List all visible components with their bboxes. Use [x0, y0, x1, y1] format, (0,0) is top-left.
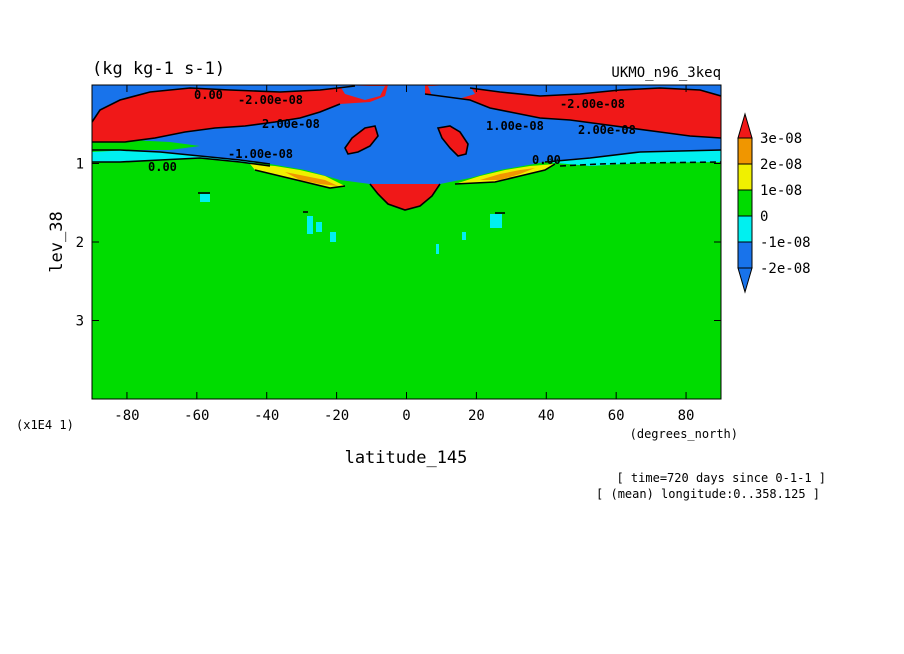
cyan-patch [200, 194, 210, 202]
contour-label: 2.00e-08 [578, 123, 636, 137]
contour-lines [92, 85, 721, 214]
x-tick-label: 40 [538, 408, 555, 424]
x-tick-label: -80 [114, 408, 139, 424]
x-tick-label: -40 [254, 408, 279, 424]
cyan-patch [330, 232, 336, 242]
colorbar-swatch [737, 215, 753, 243]
colorbar-swatch [737, 137, 753, 165]
dataset-label: UKMO_n96_3keq [611, 65, 721, 81]
cyan-patch [316, 222, 322, 232]
green-patch-left [92, 140, 200, 152]
colorbar-label: -1e-08 [760, 235, 811, 251]
x-axis: -80 -60 -40 -20 0 20 40 60 80 [114, 85, 694, 424]
contour-label: -2.00e-08 [560, 97, 625, 111]
units-title: (kg kg-1 s-1) [92, 59, 225, 79]
longitude-note: [ (mean) longitude:0..358.125 ] [596, 487, 820, 501]
x-tick-label: 0 [402, 408, 410, 424]
contour-label: -1.00e-08 [228, 147, 293, 161]
red-blob-left [345, 126, 378, 154]
plot-field: 0.00 -2.00e-08 0.00 -1.00e-08 2.00e-08 1… [92, 85, 721, 399]
x-axis-label: latitude_145 [345, 448, 468, 468]
contour-label: -2.00e-08 [238, 93, 303, 107]
y-axis: 1 2 3 [76, 157, 721, 330]
colorbar-label: 1e-08 [760, 183, 802, 199]
colorbar: 3e-08 2e-08 1e-08 0 -1e-08 -2e-08 [737, 112, 811, 294]
x-tick-label: 60 [608, 408, 625, 424]
colorbar-label: -2e-08 [760, 261, 811, 277]
x-tick-label: 80 [678, 408, 695, 424]
positive-region-upper-right [425, 85, 721, 138]
contour-label: 0.00 [532, 153, 561, 167]
colorbar-swatch [737, 163, 753, 191]
contour-label: 0.00 [148, 160, 177, 174]
time-note: [ time=720 days since 0-1-1 ] [616, 471, 826, 485]
contour-label: 2.00e-08 [262, 117, 320, 131]
colorbar-label: 2e-08 [760, 157, 802, 173]
colorbar-swatch [737, 241, 753, 269]
center-notch-left [340, 86, 385, 100]
colorbar-bottom-arrow [737, 267, 753, 294]
y-scale-note: (x1E4 1) [16, 418, 74, 432]
y-tick-label: 1 [76, 157, 84, 173]
colorbar-label: 0 [760, 209, 768, 225]
x-tick-label: -60 [184, 408, 209, 424]
orange-ridge-right [480, 168, 535, 180]
cyan-patch [307, 216, 313, 234]
x-tick-label: 20 [468, 408, 485, 424]
colorbar-swatch [737, 189, 753, 217]
cyan-patch [436, 244, 439, 254]
contour-label: 1.00e-08 [486, 119, 544, 133]
y-tick-label: 3 [76, 314, 84, 330]
x-axis-units: (degrees_north) [630, 427, 738, 441]
y-axis-label: lev_38 [47, 211, 67, 272]
cyan-patch [490, 214, 502, 228]
contour-label: 0.00 [194, 88, 223, 102]
cyan-patch [462, 232, 466, 240]
orange-ridge-left [285, 172, 338, 186]
positive-region-upper-left [92, 85, 388, 142]
y-tick-label: 2 [76, 235, 84, 251]
x-tick-label: -20 [324, 408, 349, 424]
colorbar-label: 3e-08 [760, 131, 802, 147]
colorbar-top-arrow [737, 112, 753, 139]
